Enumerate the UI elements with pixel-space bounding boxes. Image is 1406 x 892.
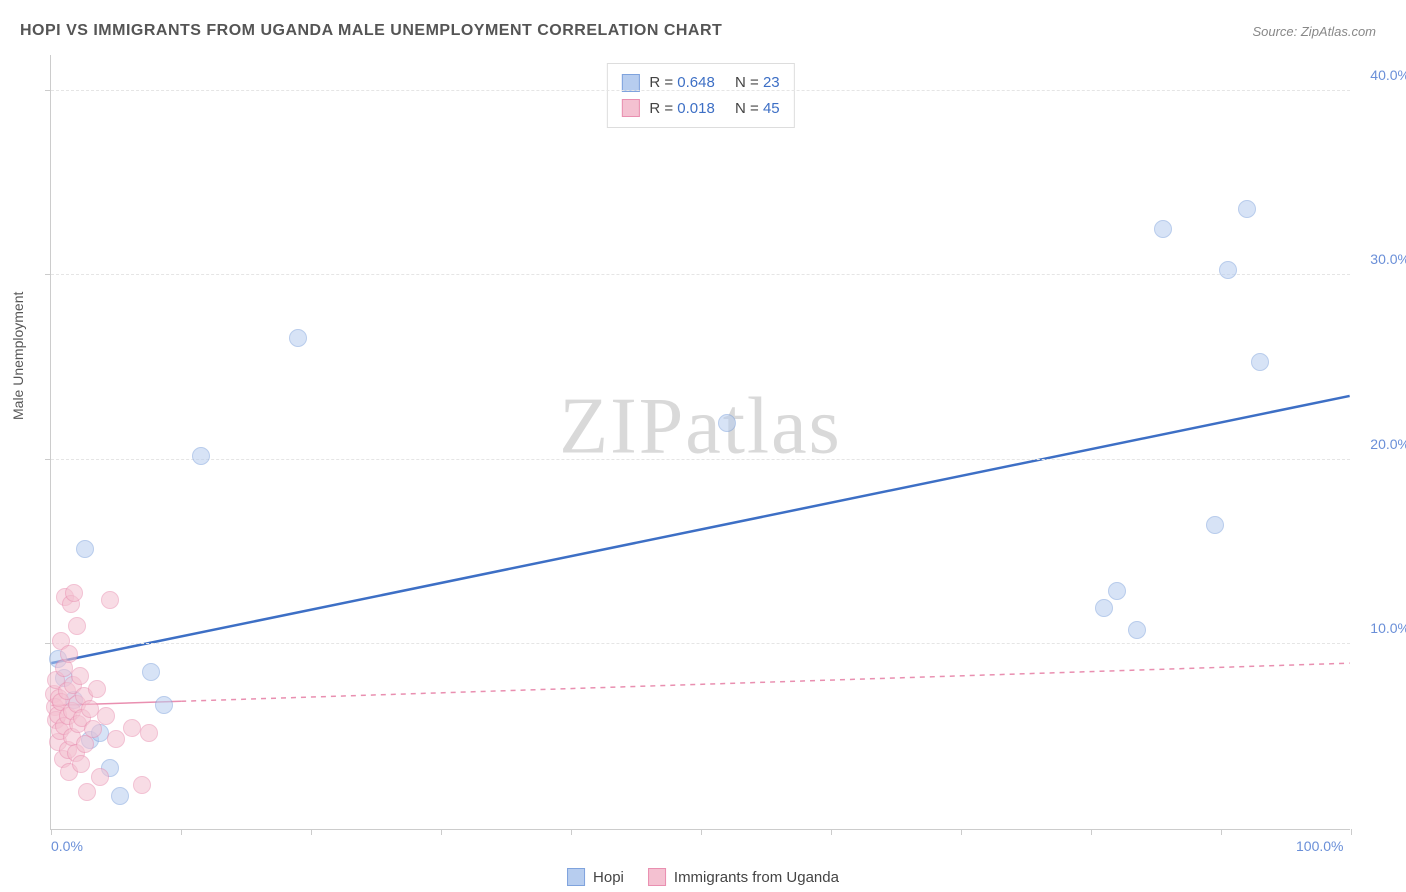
ytick-label: 10.0% xyxy=(1370,620,1406,636)
xtick-mark xyxy=(181,829,182,835)
data-point xyxy=(71,667,89,685)
xtick-mark xyxy=(1221,829,1222,835)
watermark-zip: ZIP xyxy=(559,382,685,470)
data-point xyxy=(65,584,83,602)
source-attribution: Source: ZipAtlas.com xyxy=(1252,24,1376,39)
data-point xyxy=(107,730,125,748)
legend-label: Hopi xyxy=(593,869,624,886)
gridline xyxy=(51,643,1350,644)
swatch-icon xyxy=(648,868,666,886)
r-label: R = xyxy=(649,74,677,91)
data-point xyxy=(60,645,78,663)
ytick-mark xyxy=(45,643,51,644)
xtick-mark xyxy=(51,829,52,835)
data-point xyxy=(72,755,90,773)
ytick-mark xyxy=(45,459,51,460)
data-point xyxy=(91,768,109,786)
legend-stats: R = 0.648 N = 23 R = 0.018 N = 45 xyxy=(606,63,794,128)
ytick-mark xyxy=(45,274,51,275)
ytick-label: 30.0% xyxy=(1370,251,1406,267)
legend-row-uganda: R = 0.018 N = 45 xyxy=(621,96,779,122)
data-point xyxy=(78,783,96,801)
chart-title: HOPI VS IMMIGRANTS FROM UGANDA MALE UNEM… xyxy=(20,22,722,40)
legend-item: Hopi xyxy=(567,868,624,886)
ytick-label: 40.0% xyxy=(1370,67,1406,83)
xtick-mark xyxy=(571,829,572,835)
xtick-mark xyxy=(1351,829,1352,835)
data-point xyxy=(142,663,160,681)
data-point xyxy=(111,787,129,805)
data-point xyxy=(97,707,115,725)
watermark-atlas: atlas xyxy=(685,382,842,470)
gridline xyxy=(51,274,1350,275)
data-point xyxy=(88,680,106,698)
data-point xyxy=(133,776,151,794)
swatch-uganda xyxy=(621,99,639,117)
n-value-hopi: 23 xyxy=(763,74,780,91)
ytick-label: 20.0% xyxy=(1370,436,1406,452)
n-value-uganda: 45 xyxy=(763,100,780,117)
data-point xyxy=(289,329,307,347)
n-label: N = xyxy=(735,100,763,117)
data-point xyxy=(1108,582,1126,600)
data-point xyxy=(76,540,94,558)
xtick-label: 0.0% xyxy=(51,838,83,854)
data-point xyxy=(1154,220,1172,238)
gridline xyxy=(51,459,1350,460)
legend-series: Hopi Immigrants from Uganda xyxy=(567,868,839,886)
plot-area: ZIPatlas R = 0.648 N = 23 R = 0.018 N = … xyxy=(50,55,1350,830)
data-point xyxy=(140,724,158,742)
data-point xyxy=(1251,353,1269,371)
data-point xyxy=(1095,599,1113,617)
data-point xyxy=(123,719,141,737)
xtick-mark xyxy=(311,829,312,835)
xtick-mark xyxy=(831,829,832,835)
n-label: N = xyxy=(735,74,763,91)
data-point xyxy=(192,447,210,465)
ytick-mark xyxy=(45,90,51,91)
r-value-uganda: 0.018 xyxy=(677,100,715,117)
r-value-hopi: 0.648 xyxy=(677,74,715,91)
data-point xyxy=(1238,200,1256,218)
legend-row-hopi: R = 0.648 N = 23 xyxy=(621,70,779,96)
gridline xyxy=(51,90,1350,91)
r-label: R = xyxy=(649,100,677,117)
xtick-mark xyxy=(701,829,702,835)
xtick-label: 100.0% xyxy=(1296,838,1343,854)
xtick-mark xyxy=(441,829,442,835)
data-point xyxy=(1128,621,1146,639)
data-point xyxy=(68,617,86,635)
data-point xyxy=(718,414,736,432)
legend-label: Immigrants from Uganda xyxy=(674,869,839,886)
trend-lines xyxy=(51,55,1350,829)
swatch-icon xyxy=(567,868,585,886)
xtick-mark xyxy=(961,829,962,835)
legend-item: Immigrants from Uganda xyxy=(648,868,839,886)
xtick-mark xyxy=(1091,829,1092,835)
data-point xyxy=(101,591,119,609)
y-axis-label: Male Unemployment xyxy=(10,292,26,420)
data-point xyxy=(1219,261,1237,279)
data-point xyxy=(1206,516,1224,534)
data-point xyxy=(155,696,173,714)
